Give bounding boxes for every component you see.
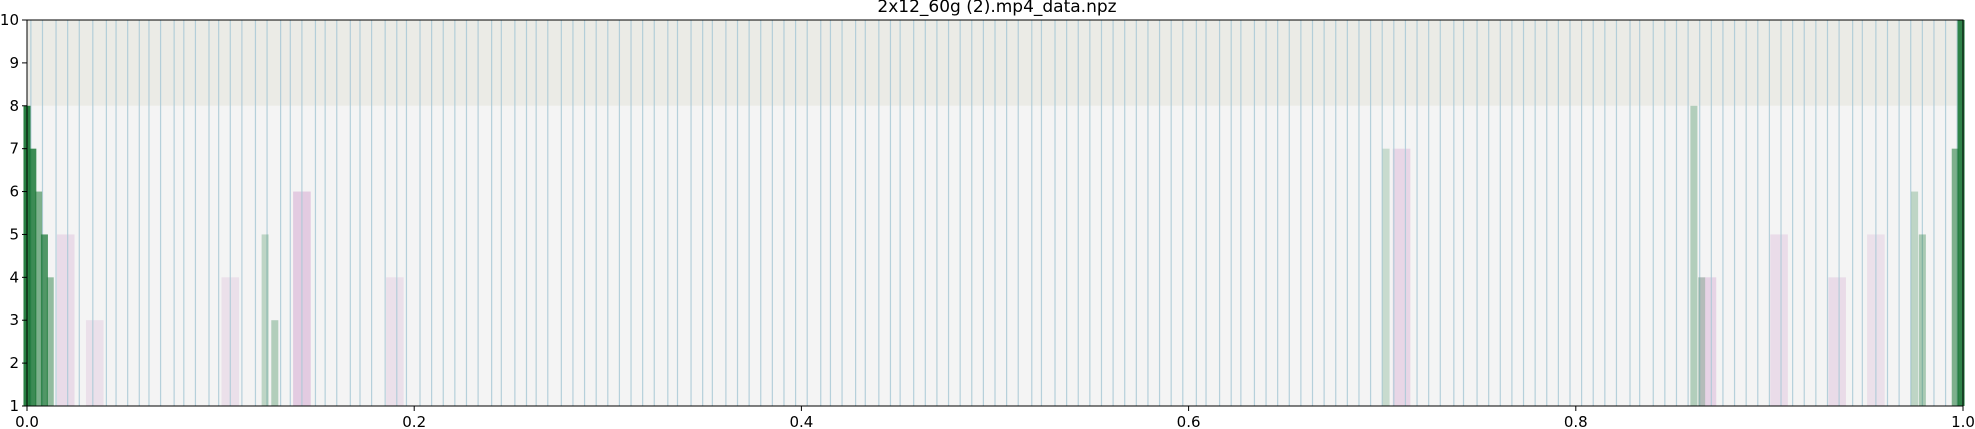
heatmap-cell-green (1382, 148, 1390, 406)
y-tick-label: 4 (9, 268, 19, 286)
chart-title: 2x12_60g (2).mp4_data.npz (877, 0, 1116, 17)
heatmap-cell-green (1957, 20, 1965, 406)
y-tick-label: 10 (0, 11, 19, 29)
y-tick-label: 3 (9, 311, 19, 329)
x-tick-label: 1.0 (1951, 413, 1975, 429)
heatmap-cell-green (1918, 234, 1926, 406)
heatmap-cell-green (1951, 148, 1959, 406)
heatmap-cell-green (46, 277, 54, 406)
y-tick-label: 5 (9, 225, 19, 243)
heatmap-cell-green (29, 148, 37, 406)
plot-area (23, 20, 1965, 407)
heatmap-cell-purple (85, 320, 104, 406)
x-tick-label: 0.2 (402, 413, 426, 429)
heatmap-cell-purple (56, 234, 75, 406)
heatmap-cell-green (35, 191, 43, 406)
heatmap-cell-purple (386, 277, 404, 406)
y-tick-label: 8 (9, 97, 19, 115)
heatmap-cell-green (40, 234, 48, 406)
heatmap-cell-purple (1770, 234, 1788, 406)
heatmap-cell-green (1698, 277, 1706, 406)
x-tick-label: 0.6 (1177, 413, 1201, 429)
y-tick-label: 2 (9, 354, 19, 372)
y-tick-label: 7 (9, 140, 19, 158)
x-tick-label: 0.8 (1564, 413, 1588, 429)
x-tick-label: 0.4 (789, 413, 813, 429)
y-tick-label: 9 (9, 54, 19, 72)
y-tick-label: 1 (9, 397, 19, 415)
heatmap-cell-purple (1392, 148, 1411, 406)
plot-frame (26, 19, 1964, 407)
heatmap-cell-green (261, 234, 269, 406)
heatmap-cell-purple (1828, 277, 1846, 406)
axes: 0.0 0.2 0.4 0.6 0.8 1.0 1 2 3 4 5 6 7 8 9 10 (0, 11, 1975, 429)
heatmap-cell-green (271, 320, 279, 406)
y-tick-label: 6 (9, 183, 19, 201)
heatmap-cell-green (1911, 191, 1919, 406)
heatmap-cell-green (1690, 105, 1698, 407)
x-tick-label: 0.0 (15, 413, 39, 429)
